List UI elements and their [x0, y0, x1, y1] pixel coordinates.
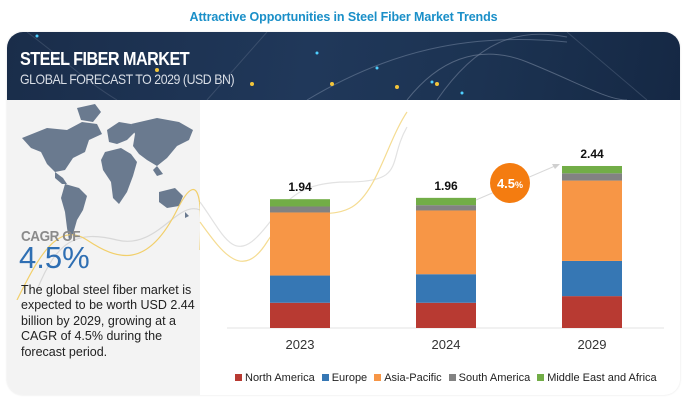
bar-segment-north-america-2029 [562, 296, 622, 328]
header-banner: STEEL FIBER MARKET GLOBAL FORECAST TO 20… [7, 32, 680, 100]
legend-label: Europe [331, 372, 368, 384]
legend-swatch [374, 374, 382, 381]
legend-swatch [537, 374, 545, 381]
page-title: Attractive Opportunities in Steel Fiber … [189, 10, 498, 24]
cagr-bubble [490, 163, 530, 203]
bar-total-label: 1.96 [434, 179, 458, 193]
bar-segment-north-america-2023 [270, 302, 330, 328]
bar-segment-north-america-2024 [416, 302, 476, 328]
legend-swatch [235, 374, 242, 381]
bar-segment-asia-pacific-2029 [562, 180, 622, 261]
world-map-icon [16, 104, 200, 300]
stacked-bar-chart: 1.94 2023 1.96 2024 2.44 2029 4.5% [199, 111, 664, 352]
bar-total-label: 2.44 [580, 147, 604, 161]
legend-swatch [448, 374, 456, 381]
bar-segment-south-america-2023 [270, 206, 330, 213]
forecast-subtitle: GLOBAL FORECAST TO 2029 (USD BN) [20, 71, 235, 87]
bar-segment-middle-east-and-africa-2029 [562, 165, 622, 174]
legend-item: Asia-Pacific [374, 372, 442, 384]
legend-label: South America [458, 372, 531, 384]
legend-label: Asia-Pacific [384, 372, 442, 384]
bar-total-label: 1.94 [288, 180, 312, 194]
summary-panel: CAGR OF 4.5% The global steel fiber mark… [7, 100, 200, 395]
x-tick-label: 2023 [286, 337, 315, 352]
bar-segment-middle-east-and-africa-2024 [416, 197, 476, 206]
bar-segment-south-america-2024 [416, 205, 476, 211]
infographic-card: STEEL FIBER MARKET GLOBAL FORECAST TO 20… [7, 32, 680, 395]
x-tick-label: 2029 [578, 337, 607, 352]
legend-label: North America [245, 372, 315, 384]
chart-legend: North America Europe Asia-Pacific South Ame… [235, 372, 664, 384]
bar-segment-middle-east-and-africa-2023 [270, 199, 330, 207]
bar-segment-europe-2029 [562, 260, 622, 297]
bar-segment-south-america-2029 [562, 173, 622, 181]
legend-item: South America [448, 372, 531, 384]
decorative-curve [199, 126, 408, 247]
bar-segment-europe-2023 [270, 275, 330, 303]
legend-swatch [321, 374, 329, 381]
legend-label: Middle East and Africa [547, 372, 657, 384]
legend-item: Europe [321, 372, 368, 384]
legend-item: North America [235, 372, 315, 384]
fiber-decoration [26, 32, 648, 100]
bar-segment-asia-pacific-2023 [270, 212, 330, 276]
cagr-bubble-label: 4.5% [497, 176, 523, 191]
x-tick-label: 2024 [432, 337, 461, 352]
growth-arrow-head [552, 164, 560, 169]
market-title: STEEL FIBER MARKET [20, 49, 190, 69]
market-description: The global steel fiber market is expecte… [21, 283, 195, 359]
bar-segment-asia-pacific-2024 [416, 210, 476, 275]
cagr-value: 4.5% [19, 240, 90, 275]
legend-item: Middle East and Africa [537, 372, 657, 384]
cagr-label: CAGR OF [21, 228, 81, 245]
bar-segment-europe-2024 [416, 274, 476, 303]
